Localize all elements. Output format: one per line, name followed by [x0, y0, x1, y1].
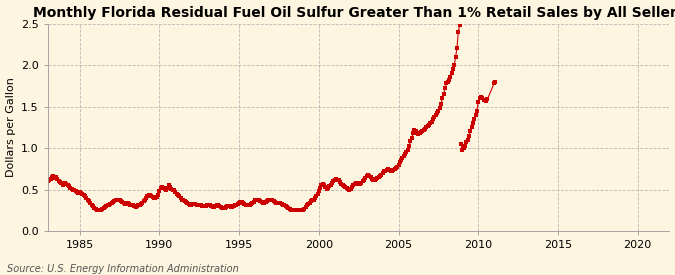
Y-axis label: Dollars per Gallon: Dollars per Gallon — [5, 77, 16, 177]
Text: Source: U.S. Energy Information Administration: Source: U.S. Energy Information Administ… — [7, 264, 238, 274]
Title: Monthly Florida Residual Fuel Oil Sulfur Greater Than 1% Retail Sales by All Sel: Monthly Florida Residual Fuel Oil Sulfur… — [32, 6, 675, 20]
